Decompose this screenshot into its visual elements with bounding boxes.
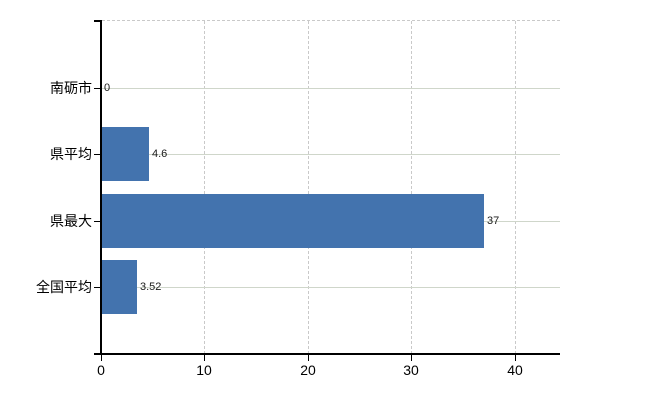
plot-top-border — [102, 20, 560, 21]
bar-value-label: 0 — [104, 82, 111, 94]
vertical-gridline — [204, 21, 205, 354]
bar — [101, 194, 484, 248]
x-tick-label: 40 — [507, 362, 523, 378]
y-axis-tick — [94, 287, 101, 288]
bar — [101, 127, 149, 181]
x-tick-label: 10 — [196, 362, 212, 378]
x-axis-tick — [204, 355, 205, 361]
x-axis-tick — [308, 355, 309, 361]
x-axis-tick — [515, 355, 516, 361]
horizontal-gridline — [101, 154, 560, 155]
y-axis-category-label: 南砺市 — [50, 80, 92, 96]
bar-value-label: 4.6 — [152, 148, 168, 160]
y-axis-category-label: 全国平均 — [36, 279, 92, 295]
vertical-gridline — [308, 21, 309, 354]
bar — [101, 260, 137, 314]
horizontal-gridline — [101, 88, 560, 89]
x-axis-tick — [411, 355, 412, 361]
y-axis-category-label: 県最大 — [50, 213, 92, 229]
vertical-gridline — [411, 21, 412, 354]
x-tick-label: 20 — [300, 362, 316, 378]
x-tick-label: 30 — [403, 362, 419, 378]
x-tick-label: 0 — [97, 362, 105, 378]
y-axis-tick — [94, 88, 101, 89]
x-axis-line — [94, 353, 560, 355]
vertical-gridline — [515, 21, 516, 354]
y-axis-category-label: 県平均 — [50, 146, 92, 162]
horizontal-gridline — [101, 287, 560, 288]
y-axis-line — [100, 20, 102, 355]
y-axis-tick — [94, 221, 101, 222]
y-axis-tick — [94, 154, 101, 155]
y-axis-end-tick — [94, 20, 101, 22]
x-axis-tick — [101, 355, 102, 361]
bar-value-label: 3.52 — [140, 281, 162, 293]
bar-value-label: 37 — [487, 215, 500, 227]
